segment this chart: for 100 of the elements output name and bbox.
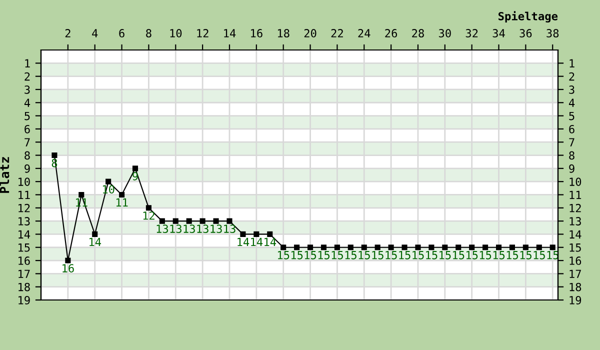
x-tick-label: 26: [385, 29, 398, 38]
data-label: 15: [278, 251, 290, 260]
y2-tick-label: 5: [569, 112, 574, 120]
data-label: 15: [386, 251, 397, 260]
y2-tick-label: 14: [570, 230, 582, 238]
data-label: 15: [440, 251, 451, 260]
y-tick-label: 13: [18, 217, 30, 226]
data-label: 15: [318, 251, 330, 260]
y-axis-title: Platz: [0, 157, 10, 193]
data-label: 13: [184, 224, 195, 233]
y2-tick-label: 12: [570, 204, 581, 212]
data-label: 13: [156, 224, 168, 233]
data-label: 15: [332, 251, 343, 260]
y-tick-label: 16: [18, 256, 30, 265]
data-label: 15: [399, 251, 410, 260]
x-tick-label: 16: [251, 29, 262, 38]
data-label: 14: [90, 238, 102, 246]
y2-tick-label: 6: [569, 124, 574, 134]
point: [106, 178, 112, 184]
data-label: 11: [116, 198, 128, 207]
y2-tick-label: 11: [570, 190, 582, 199]
x-tick-label: 8: [146, 29, 152, 38]
x-tick-label: 4: [92, 29, 98, 38]
y2-tick-label: 8: [569, 151, 574, 160]
point: [456, 244, 462, 250]
point: [402, 244, 408, 250]
point: [469, 244, 475, 250]
point: [522, 244, 528, 250]
y-tick-label: 12: [18, 204, 30, 212]
point: [65, 258, 71, 264]
point: [146, 205, 152, 211]
data-label: 15: [493, 251, 505, 260]
x-tick-label: 24: [358, 29, 370, 38]
x-axis-title: Spieltage: [498, 11, 558, 22]
data-label: 14: [251, 238, 263, 246]
data-label: 13: [224, 224, 236, 233]
y2-tick-label: 3: [569, 85, 574, 94]
point: [240, 231, 246, 237]
y2-tick-label: 1: [570, 59, 574, 68]
point: [213, 218, 219, 224]
y-tick-label: 5: [24, 112, 30, 120]
y2-tick-label: 4: [568, 98, 575, 107]
data-label: 15: [506, 251, 518, 260]
y-tick-label: 19: [18, 296, 30, 304]
point: [334, 244, 340, 250]
data-label: 12: [143, 211, 154, 220]
y2-tick-label: 16: [570, 256, 582, 265]
y-tick-label: 18: [18, 282, 30, 292]
point: [536, 244, 542, 250]
data-label: 13: [210, 224, 222, 233]
x-tick-label: 2: [65, 29, 70, 38]
data-label: 15: [358, 251, 370, 260]
point: [119, 192, 125, 198]
point: [509, 244, 515, 250]
x-tick-label: 14: [224, 29, 236, 38]
point: [172, 218, 178, 224]
data-label: 15: [345, 251, 356, 260]
data-label: 15: [304, 251, 316, 260]
y-tick-label: 2: [24, 72, 30, 81]
data-label: 15: [534, 251, 545, 260]
y2-tick-label: 17: [570, 270, 581, 278]
x-tick-label: 28: [412, 29, 424, 38]
data-label: 13: [170, 224, 182, 233]
data-label: 16: [62, 264, 74, 272]
point: [132, 166, 138, 172]
x-tick-label: 38: [546, 29, 559, 38]
y-tick-label: 6: [24, 124, 30, 134]
y2-tick-label: 7: [569, 138, 574, 146]
point: [78, 192, 84, 198]
y-tick-label: 3: [24, 85, 30, 94]
data-label: 9: [132, 172, 138, 180]
y2-tick-label: 15: [570, 244, 581, 252]
point: [92, 231, 98, 237]
data-label: 15: [291, 251, 303, 260]
y-tick-label: 8: [24, 151, 30, 160]
point: [348, 244, 354, 250]
y2-tick-label: 19: [570, 296, 582, 304]
data-label: 14: [264, 238, 276, 246]
x-tick-label: 32: [466, 29, 478, 38]
y-tick-label: 11: [18, 190, 30, 199]
point: [186, 218, 192, 224]
x-tick-label: 30: [438, 29, 451, 38]
y-tick-label: 1: [25, 59, 30, 68]
point: [442, 244, 448, 250]
y-tick-label: 14: [18, 230, 30, 238]
x-tick-label: 18: [278, 29, 290, 38]
point: [280, 244, 286, 250]
y-tick-label: 15: [18, 244, 30, 252]
point: [361, 244, 367, 250]
data-label: 15: [520, 251, 532, 260]
data-label: 15: [466, 251, 478, 260]
point: [159, 218, 165, 224]
y2-tick-label: 9: [569, 164, 574, 173]
data-label: 15: [412, 251, 424, 260]
y-tick-label: 17: [18, 270, 30, 278]
point: [428, 244, 434, 250]
x-tick-label: 6: [119, 29, 124, 38]
point: [294, 244, 300, 250]
point: [254, 231, 260, 237]
y2-tick-label: 2: [569, 72, 574, 81]
